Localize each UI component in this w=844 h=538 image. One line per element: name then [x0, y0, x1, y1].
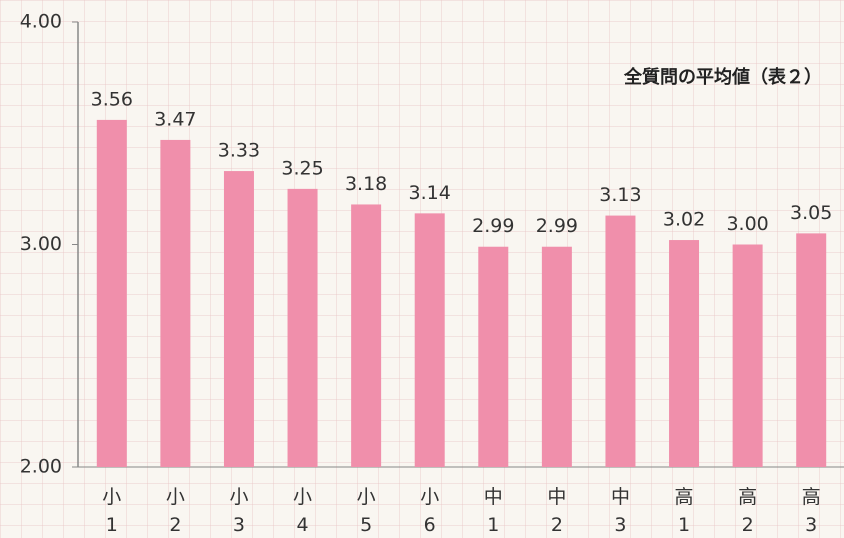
x-tick-label-line: 3: [805, 514, 817, 536]
x-tick-label-line: 2: [551, 514, 563, 536]
x-tick-label-line: 3: [233, 514, 245, 536]
x-tick-label-line: 小: [293, 486, 312, 508]
value-label: 3.13: [599, 184, 641, 206]
y-tick-label: 3.00: [20, 233, 62, 255]
x-tick-label-line: 高: [802, 486, 821, 508]
value-label: 3.56: [91, 88, 133, 110]
x-tick-label-line: 3: [614, 514, 626, 536]
x-tick-label-line: 小: [166, 486, 185, 508]
y-tick-label: 4.00: [20, 11, 62, 33]
value-label: 3.25: [281, 157, 323, 179]
value-label: 2.99: [536, 215, 578, 237]
x-tick-label-line: 2: [742, 514, 754, 536]
value-label: 3.33: [218, 140, 260, 162]
x-tick-label-line: 1: [106, 514, 118, 536]
x-tick-label-line: 小: [229, 486, 248, 508]
x-tick-label-line: 高: [675, 486, 694, 508]
value-label: 3.47: [154, 108, 196, 130]
value-label: 3.14: [409, 182, 451, 204]
y-tick-label: 2.00: [20, 456, 62, 478]
x-tick-label-line: 小: [102, 486, 121, 508]
bar: [351, 204, 382, 467]
value-label: 3.05: [790, 202, 832, 224]
bar: [96, 119, 127, 468]
value-label: 2.99: [472, 215, 514, 237]
x-tick-label-line: 4: [296, 514, 308, 536]
x-tick-label-line: 6: [424, 514, 436, 536]
bar: [287, 188, 318, 467]
bar: [414, 213, 445, 467]
x-tick-label-line: 2: [169, 514, 181, 536]
x-tick-label-line: 小: [357, 486, 376, 508]
bar: [669, 240, 700, 467]
x-tick-label-line: 1: [487, 514, 499, 536]
x-tick-label-line: 5: [360, 514, 372, 536]
bar: [160, 139, 191, 468]
bar: [605, 215, 636, 467]
value-label: 3.18: [345, 173, 387, 195]
chart-title: 全質問の平均値（表２）: [623, 66, 822, 88]
x-tick-label-line: 小: [420, 486, 439, 508]
x-tick-label-line: 中: [484, 486, 503, 508]
value-label: 3.02: [663, 209, 705, 231]
bar: [541, 246, 572, 467]
x-tick-label-line: 中: [611, 486, 630, 508]
bar: [732, 244, 763, 467]
x-tick-label-line: 中: [547, 486, 566, 508]
x-tick-label-line: 高: [738, 486, 757, 508]
bar: [478, 246, 509, 467]
x-tick-label-line: 1: [678, 514, 690, 536]
bar: [223, 171, 254, 467]
value-label: 3.00: [726, 213, 768, 235]
bar: [796, 233, 827, 467]
